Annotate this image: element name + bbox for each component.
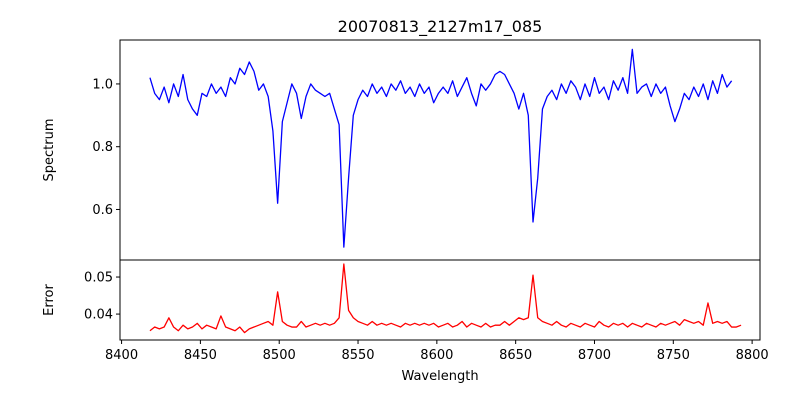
x-tick-label: 8700 [578, 348, 611, 363]
y-tick-label: 0.8 [92, 140, 113, 155]
x-tick-label: 8650 [499, 348, 532, 363]
y-tick-label: 0.05 [84, 271, 113, 286]
x-tick-label: 8600 [420, 348, 453, 363]
y-tick-label: 1.0 [92, 77, 113, 92]
x-axis-label: Wavelength [401, 369, 478, 384]
spectrum-panel: 0.6 0.8 1.0 [92, 39, 761, 261]
error-panel: 0.04 0.05 8400 8450 8500 8550 8600 8650 8700 8750… [84, 259, 769, 363]
x-tick-label: 8550 [341, 348, 374, 363]
error-line [149, 263, 742, 334]
x-tick-label: 8750 [657, 348, 690, 363]
spectrum-y-label: Spectrum [42, 119, 57, 182]
chart-title: 20070813_2127m17_085 [338, 17, 543, 37]
x-tick-label: 8800 [736, 348, 769, 363]
y-tick-label: 0.04 [84, 308, 113, 323]
error-y-label: Error [42, 284, 57, 316]
x-tick-label: 8500 [263, 348, 296, 363]
axes-frame [119, 259, 761, 341]
x-tick-label: 8400 [105, 348, 138, 363]
x-tick-label: 8450 [184, 348, 217, 363]
axes-frame [119, 39, 761, 261]
spectrum-line [149, 48, 733, 248]
y-tick-label: 0.6 [92, 203, 113, 218]
